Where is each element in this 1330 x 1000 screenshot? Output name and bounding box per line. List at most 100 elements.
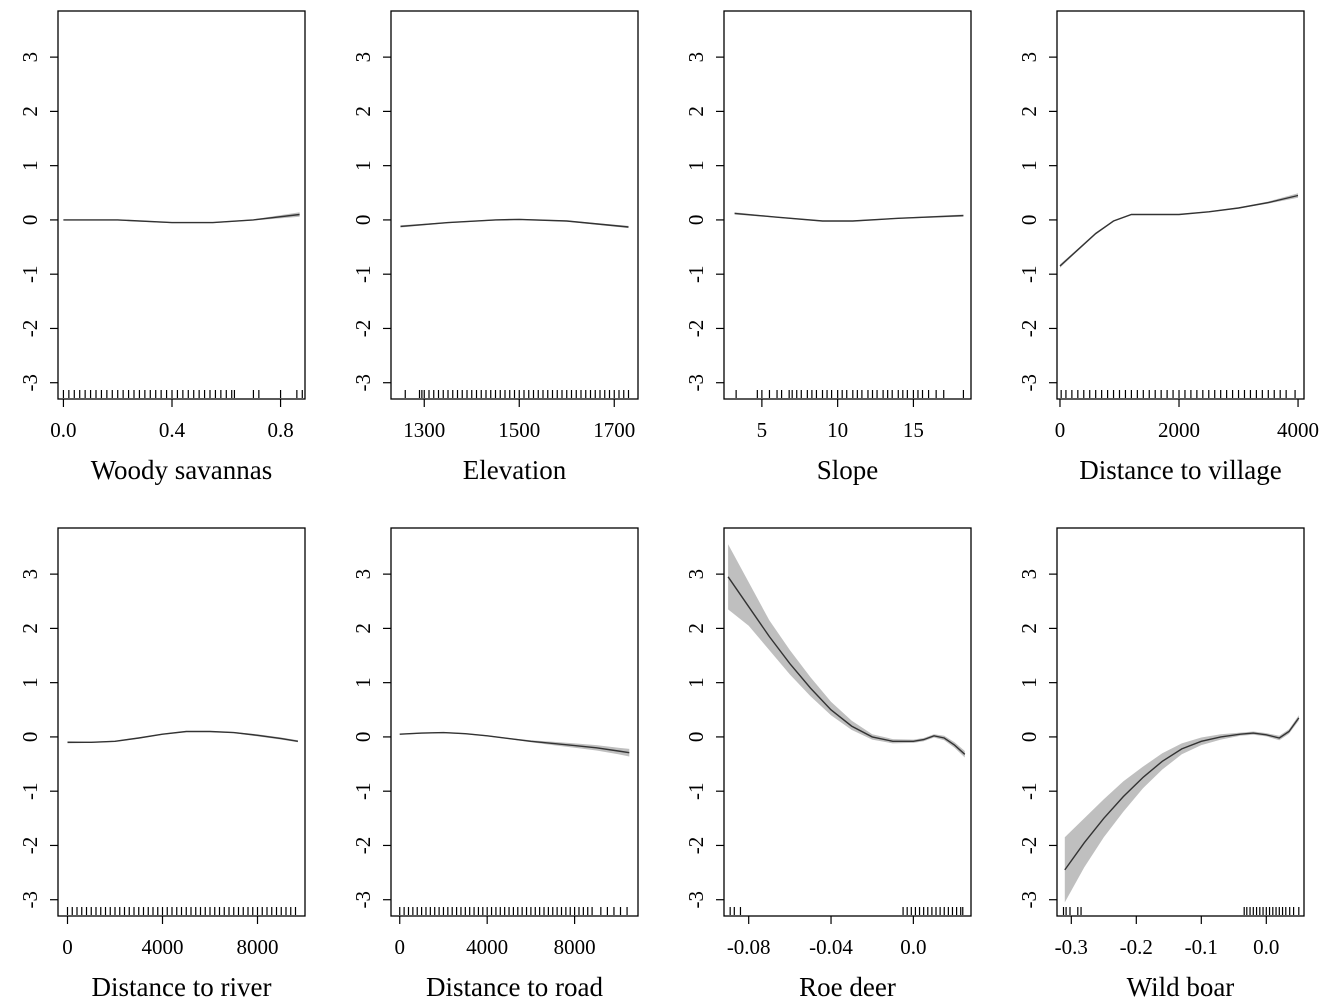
y-tick-label: 1 xyxy=(1017,677,1041,688)
y-tick-label: 2 xyxy=(351,106,375,117)
y-tick-label: 3 xyxy=(684,569,708,580)
y-tick-label: 2 xyxy=(1017,623,1041,634)
y-tick-label: -2 xyxy=(1017,320,1041,338)
y-tick-label: 0 xyxy=(18,215,42,226)
y-tick-label: -3 xyxy=(351,891,375,909)
chart-panel-1: -3 -2 -1 0 1 2 3 0.0 0.4 0.8 Woody savannas xyxy=(18,10,306,485)
y-tick-label: -3 xyxy=(684,374,708,392)
x-tick-label: 1300 xyxy=(403,418,445,442)
x-tick-label: 1700 xyxy=(593,418,635,442)
smooth-line xyxy=(400,218,629,228)
y-tick-label: -1 xyxy=(351,265,375,283)
smooth-line xyxy=(63,213,300,224)
x-tick-label: 0.8 xyxy=(267,418,293,442)
y-tick-label: -1 xyxy=(1017,265,1041,283)
confidence-band xyxy=(63,212,300,224)
plot-frame xyxy=(1056,527,1305,917)
y-tick-label: 0 xyxy=(684,732,708,743)
x-tick-label: 10 xyxy=(827,418,848,442)
y-tick-label: 1 xyxy=(18,677,42,688)
x-axis-label: Roe deer xyxy=(799,972,896,1000)
y-tick-label: -3 xyxy=(18,374,42,392)
x-tick-label: 0.4 xyxy=(159,418,186,442)
x-tick-label: 1500 xyxy=(498,418,540,442)
y-tick-label: 1 xyxy=(351,160,375,171)
x-tick-label: 0.0 xyxy=(50,418,76,442)
y-tick-label: -3 xyxy=(1017,891,1041,909)
smooth-line xyxy=(734,212,964,222)
x-tick-label: 0 xyxy=(1055,418,1066,442)
y-tick-label: 1 xyxy=(684,677,708,688)
chart-panel-6: -3 -2 -1 0 1 2 3 0 4000 8000 Distance to road xyxy=(351,527,639,1000)
y-tick-label: 3 xyxy=(351,569,375,580)
y-tick-label: -3 xyxy=(1017,374,1041,392)
x-axis-label: Elevation xyxy=(463,455,567,485)
y-tick-label: 1 xyxy=(1017,160,1041,171)
y-tick-label: -2 xyxy=(18,320,42,338)
confidence-band xyxy=(399,732,630,757)
x-tick-label: 0.0 xyxy=(900,935,926,959)
y-tick-label: 1 xyxy=(351,677,375,688)
confidence-band xyxy=(1060,193,1298,268)
y-tick-label: -1 xyxy=(18,782,42,800)
x-tick-label: -0.04 xyxy=(809,935,853,959)
y-tick-label: -2 xyxy=(351,320,375,338)
smooth-line xyxy=(399,731,630,754)
x-tick-label: 4000 xyxy=(142,935,184,959)
plot-frame xyxy=(390,527,639,917)
y-tick-label: -2 xyxy=(18,837,42,855)
chart-panel-8: -3 -2 -1 0 1 2 3 -0.3 -0.2 -0.1 0.0 Wild boar xyxy=(1017,527,1305,1000)
y-tick-label: 3 xyxy=(18,52,42,63)
x-tick-label: -0.2 xyxy=(1120,935,1153,959)
y-tick-label: 0 xyxy=(351,732,375,743)
x-axis-label: Wild boar xyxy=(1127,972,1235,1000)
chart-panel-5: -3 -2 -1 0 1 2 3 0 4000 8000 Distance to river xyxy=(18,527,306,1000)
y-tick-label: -1 xyxy=(18,265,42,283)
y-tick-label: 2 xyxy=(684,106,708,117)
x-axis-label: Distance to river xyxy=(92,972,272,1000)
y-tick-label: -1 xyxy=(684,782,708,800)
x-tick-label: 0 xyxy=(394,935,405,959)
y-tick-label: 2 xyxy=(684,623,708,634)
x-tick-label: 5 xyxy=(757,418,768,442)
y-tick-label: 0 xyxy=(1017,215,1041,226)
y-tick-label: 2 xyxy=(18,106,42,117)
y-tick-label: -1 xyxy=(684,265,708,283)
x-axis-label: Woody savannas xyxy=(91,455,273,485)
confidence-band xyxy=(1064,715,1299,903)
x-tick-label: -0.08 xyxy=(727,935,771,959)
x-tick-label: 2000 xyxy=(1158,418,1200,442)
chart-panel-4: -3 -2 -1 0 1 2 3 0 2000 4000 Distance to village xyxy=(1017,10,1319,485)
x-tick-label: 8000 xyxy=(237,935,279,959)
y-tick-label: -1 xyxy=(1017,782,1041,800)
smooth-line xyxy=(67,730,299,743)
plot-frame xyxy=(723,527,972,917)
y-tick-label: -3 xyxy=(684,891,708,909)
y-tick-label: 2 xyxy=(351,623,375,634)
x-axis-label: Distance to road xyxy=(426,972,603,1000)
y-tick-label: -2 xyxy=(351,837,375,855)
y-tick-label: 2 xyxy=(18,623,42,634)
y-tick-label: 3 xyxy=(1017,569,1041,580)
smooth-line xyxy=(1064,717,1300,871)
y-tick-label: -2 xyxy=(1017,837,1041,855)
plot-frame xyxy=(57,527,306,917)
y-tick-label: -2 xyxy=(684,320,708,338)
y-tick-label: 2 xyxy=(1017,106,1041,117)
x-tick-label: 4000 xyxy=(1277,418,1319,442)
confidence-band xyxy=(728,544,965,758)
x-axis-label: Slope xyxy=(817,455,879,485)
y-tick-label: 3 xyxy=(1017,52,1041,63)
chart-panel-2: -3 -2 -1 0 1 2 3 1300 1500 1700 Elevation xyxy=(351,10,639,485)
x-tick-label: -0.3 xyxy=(1055,935,1088,959)
y-tick-label: 3 xyxy=(684,52,708,63)
x-axis-label: Distance to village xyxy=(1079,455,1281,485)
x-tick-label: 8000 xyxy=(554,935,596,959)
x-tick-label: 15 xyxy=(903,418,924,442)
y-tick-label: -3 xyxy=(351,374,375,392)
x-tick-label: -0.1 xyxy=(1185,935,1218,959)
x-tick-label: 0 xyxy=(62,935,73,959)
y-tick-label: 0 xyxy=(351,215,375,226)
